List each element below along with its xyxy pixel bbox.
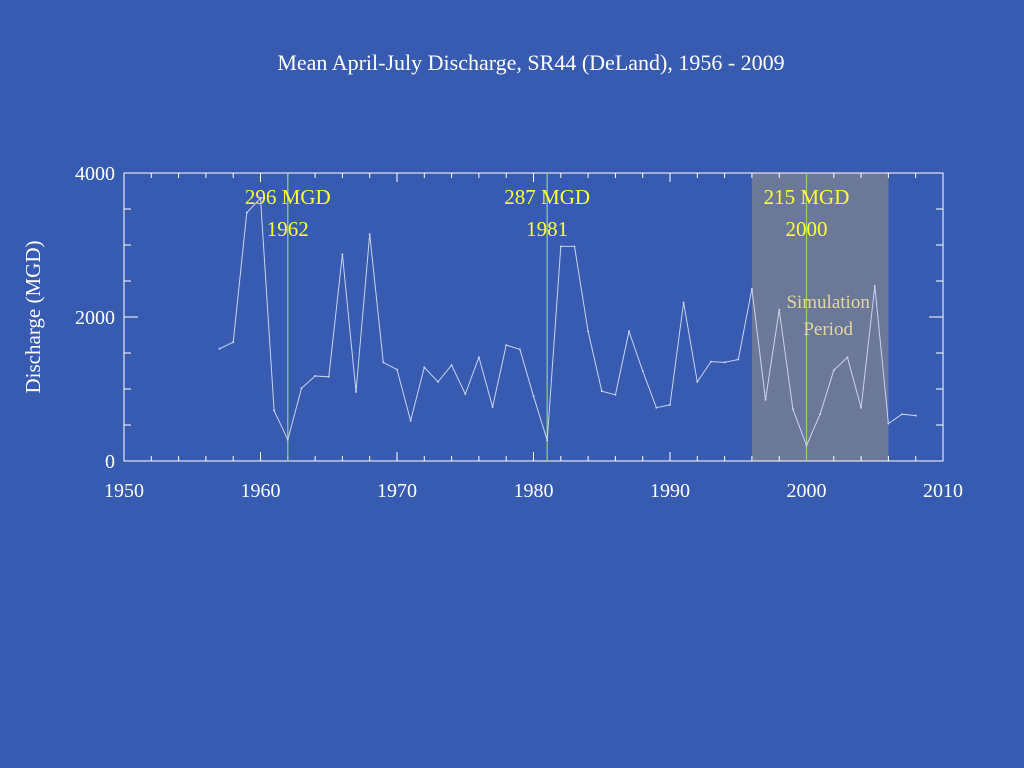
data-point [819, 413, 822, 416]
y-tick-label: 0 [105, 451, 115, 473]
x-tick-label: 2010 [923, 480, 963, 502]
data-point [901, 413, 904, 416]
data-point [737, 358, 740, 361]
simulation-label-line1: Simulation [786, 292, 870, 313]
data-point [914, 414, 917, 417]
data-point [273, 409, 276, 412]
data-point [750, 287, 753, 290]
data-point [450, 364, 453, 367]
data-point [232, 341, 235, 344]
data-point [614, 393, 617, 396]
data-point [477, 356, 480, 359]
discharge-series-line [219, 197, 916, 447]
data-point [491, 406, 494, 408]
data-point [723, 361, 726, 364]
data-point [518, 348, 521, 351]
data-point [832, 369, 835, 372]
data-point [846, 356, 849, 359]
data-point [218, 347, 221, 350]
data-point [860, 406, 863, 409]
data-point [696, 380, 699, 383]
event-label-value: 215 MGD [764, 185, 850, 209]
x-tick-label: 1980 [514, 480, 554, 502]
data-point [464, 393, 467, 396]
data-point [355, 390, 358, 393]
data-point [300, 387, 303, 390]
data-point [382, 361, 385, 364]
data-point [764, 398, 767, 401]
data-point [887, 422, 890, 425]
simulation-label-line2: Period [803, 319, 853, 340]
data-point [368, 233, 371, 236]
data-point [682, 301, 685, 304]
x-tick-label: 2000 [787, 480, 827, 502]
data-point [559, 245, 562, 248]
x-tick-label: 1950 [104, 480, 144, 502]
data-point [709, 360, 712, 363]
data-point [791, 408, 794, 411]
event-label-year: 1981 [526, 217, 568, 241]
data-point [805, 444, 808, 447]
data-point [532, 395, 535, 398]
x-tick-label: 1960 [241, 480, 281, 502]
x-tick-label: 1990 [650, 480, 690, 502]
data-point [587, 330, 590, 333]
y-tick-label: 4000 [75, 163, 115, 185]
x-tick-label: 1970 [377, 480, 417, 502]
data-point [573, 245, 576, 248]
y-axis-label: Discharge (MGD) [21, 241, 45, 394]
data-point [423, 366, 426, 369]
data-point [600, 390, 603, 393]
data-point [669, 403, 671, 406]
data-point [873, 285, 876, 288]
data-point [341, 253, 344, 256]
data-point [505, 344, 508, 347]
data-point [245, 211, 248, 214]
data-point [409, 419, 412, 422]
data-point [327, 375, 330, 378]
data-point [655, 406, 658, 409]
data-point [314, 375, 317, 378]
data-point [286, 438, 289, 441]
data-point [259, 197, 262, 200]
event-label-value: 296 MGD [245, 185, 331, 209]
y-tick-label: 2000 [75, 307, 115, 329]
data-point [436, 380, 439, 383]
chart-title: Mean April-July Discharge, SR44 (DeLand)… [277, 50, 785, 75]
event-label-value: 287 MGD [504, 185, 590, 209]
data-point [778, 308, 781, 311]
data-point [396, 368, 398, 371]
data-point [641, 370, 644, 372]
data-point [546, 439, 549, 442]
event-label-year: 2000 [786, 217, 828, 241]
data-point [628, 330, 631, 333]
event-label-year: 1962 [267, 217, 309, 241]
